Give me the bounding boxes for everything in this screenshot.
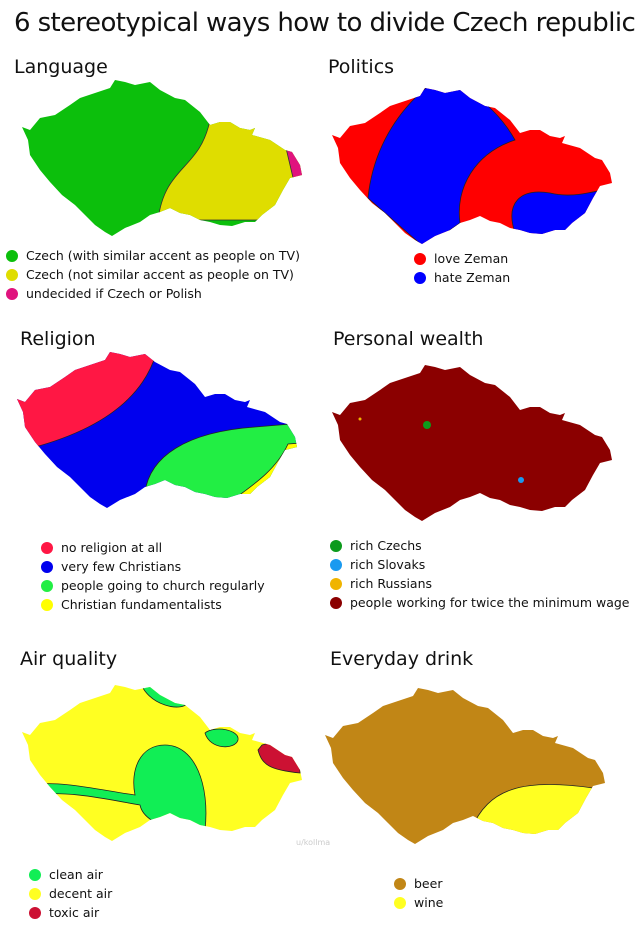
legend-label: hate Zeman: [434, 270, 511, 285]
legend-dot-icon: [41, 598, 53, 611]
map-politics: [332, 88, 612, 244]
legend-label: beer: [414, 876, 443, 891]
legend-item: wine: [394, 894, 443, 911]
dot-rich-russians: [358, 417, 362, 421]
legend-item: love Zeman: [414, 250, 510, 267]
legend-dot-icon: [330, 539, 342, 552]
legend-item: beer: [394, 875, 443, 892]
legend-wealth: rich Czechs rich Slovaks rich Russians p…: [330, 537, 629, 611]
legend-item: hate Zeman: [414, 269, 510, 286]
legend-dot-icon: [6, 249, 18, 262]
legend-label: toxic air: [49, 905, 100, 920]
title-language: Language: [14, 56, 108, 78]
legend-label: no religion at all: [61, 540, 163, 555]
legend-item: no religion at all: [41, 539, 265, 556]
title-air: Air quality: [20, 648, 118, 670]
region-beer: [325, 688, 605, 844]
legend-dot-icon: [330, 558, 342, 571]
legend-item: Czech (with similar accent as people on …: [6, 247, 300, 264]
legend-dot-icon: [394, 896, 406, 909]
legend-dot-icon: [6, 268, 18, 281]
legend-dot-icon: [29, 887, 41, 900]
legend-item: very few Christians: [41, 558, 265, 575]
legend-label: Christian fundamentalists: [61, 597, 222, 612]
legend-label: people going to church regularly: [61, 578, 265, 593]
region-hate-zeman-east: [511, 187, 611, 244]
map-religion: [17, 352, 297, 508]
legend-politics: love Zeman hate Zeman: [414, 250, 510, 286]
legend-item: toxic air: [29, 904, 112, 921]
map-drink: [325, 688, 605, 844]
legend-label: people working for twice the minimum wag…: [350, 595, 630, 610]
legend-item: rich Russians: [330, 575, 629, 592]
legend-dot-icon: [29, 906, 41, 919]
legend-dot-icon: [41, 560, 53, 573]
region-minimum-wage: [332, 365, 612, 521]
map-air: [22, 685, 302, 841]
title-wealth: Personal wealth: [333, 328, 484, 350]
legend-label: love Zeman: [434, 251, 509, 266]
map-wealth: [332, 365, 612, 521]
legend-dot-icon: [41, 541, 53, 554]
map-language: [22, 80, 302, 236]
legend-label: Czech (not similar accent as people on T…: [26, 267, 294, 282]
legend-label: rich Czechs: [350, 538, 422, 553]
legend-air: clean air decent air toxic air: [29, 866, 112, 921]
dot-rich-czechs: [423, 421, 431, 429]
legend-dot-icon: [29, 868, 41, 881]
legend-item: Christian fundamentalists: [41, 596, 265, 613]
legend-label: very few Christians: [61, 559, 182, 574]
legend-item: decent air: [29, 885, 112, 902]
legend-religion: no religion at all very few Christians p…: [41, 539, 265, 613]
legend-label: undecided if Czech or Polish: [26, 286, 202, 301]
legend-label: rich Slovaks: [350, 557, 426, 572]
legend-label: decent air: [49, 886, 113, 901]
legend-dot-icon: [394, 877, 406, 890]
legend-label: Czech (with similar accent as people on …: [26, 248, 300, 263]
page-title: 6 stereotypical ways how to divide Czech…: [14, 8, 636, 38]
watermark: u/kollma: [296, 838, 331, 847]
legend-dot-icon: [6, 287, 18, 300]
legend-item: clean air: [29, 866, 112, 883]
legend-label: rich Russians: [350, 576, 433, 591]
legend-drink: beer wine: [394, 875, 443, 911]
region-clean-air-south: [29, 744, 207, 833]
legend-item: people working for twice the minimum wag…: [330, 594, 629, 611]
title-politics: Politics: [328, 56, 395, 78]
region-clean-air-east: [204, 728, 239, 748]
legend-dot-icon: [330, 596, 342, 609]
legend-item: rich Slovaks: [330, 556, 629, 573]
title-religion: Religion: [20, 328, 96, 350]
legend-item: rich Czechs: [330, 537, 629, 554]
title-drink: Everyday drink: [330, 648, 474, 670]
legend-item: undecided if Czech or Polish: [6, 285, 300, 302]
legend-dot-icon: [414, 271, 426, 284]
dot-rich-slovaks: [518, 477, 524, 483]
legend-language: Czech (with similar accent as people on …: [6, 247, 300, 302]
legend-item: Czech (not similar accent as people on T…: [6, 266, 300, 283]
legend-dot-icon: [414, 252, 426, 265]
legend-label: clean air: [49, 867, 103, 882]
region-hate-zeman: [367, 88, 516, 244]
legend-dot-icon: [41, 579, 53, 592]
legend-label: wine: [414, 895, 444, 910]
legend-dot-icon: [330, 577, 342, 590]
legend-item: people going to church regularly: [41, 577, 265, 594]
